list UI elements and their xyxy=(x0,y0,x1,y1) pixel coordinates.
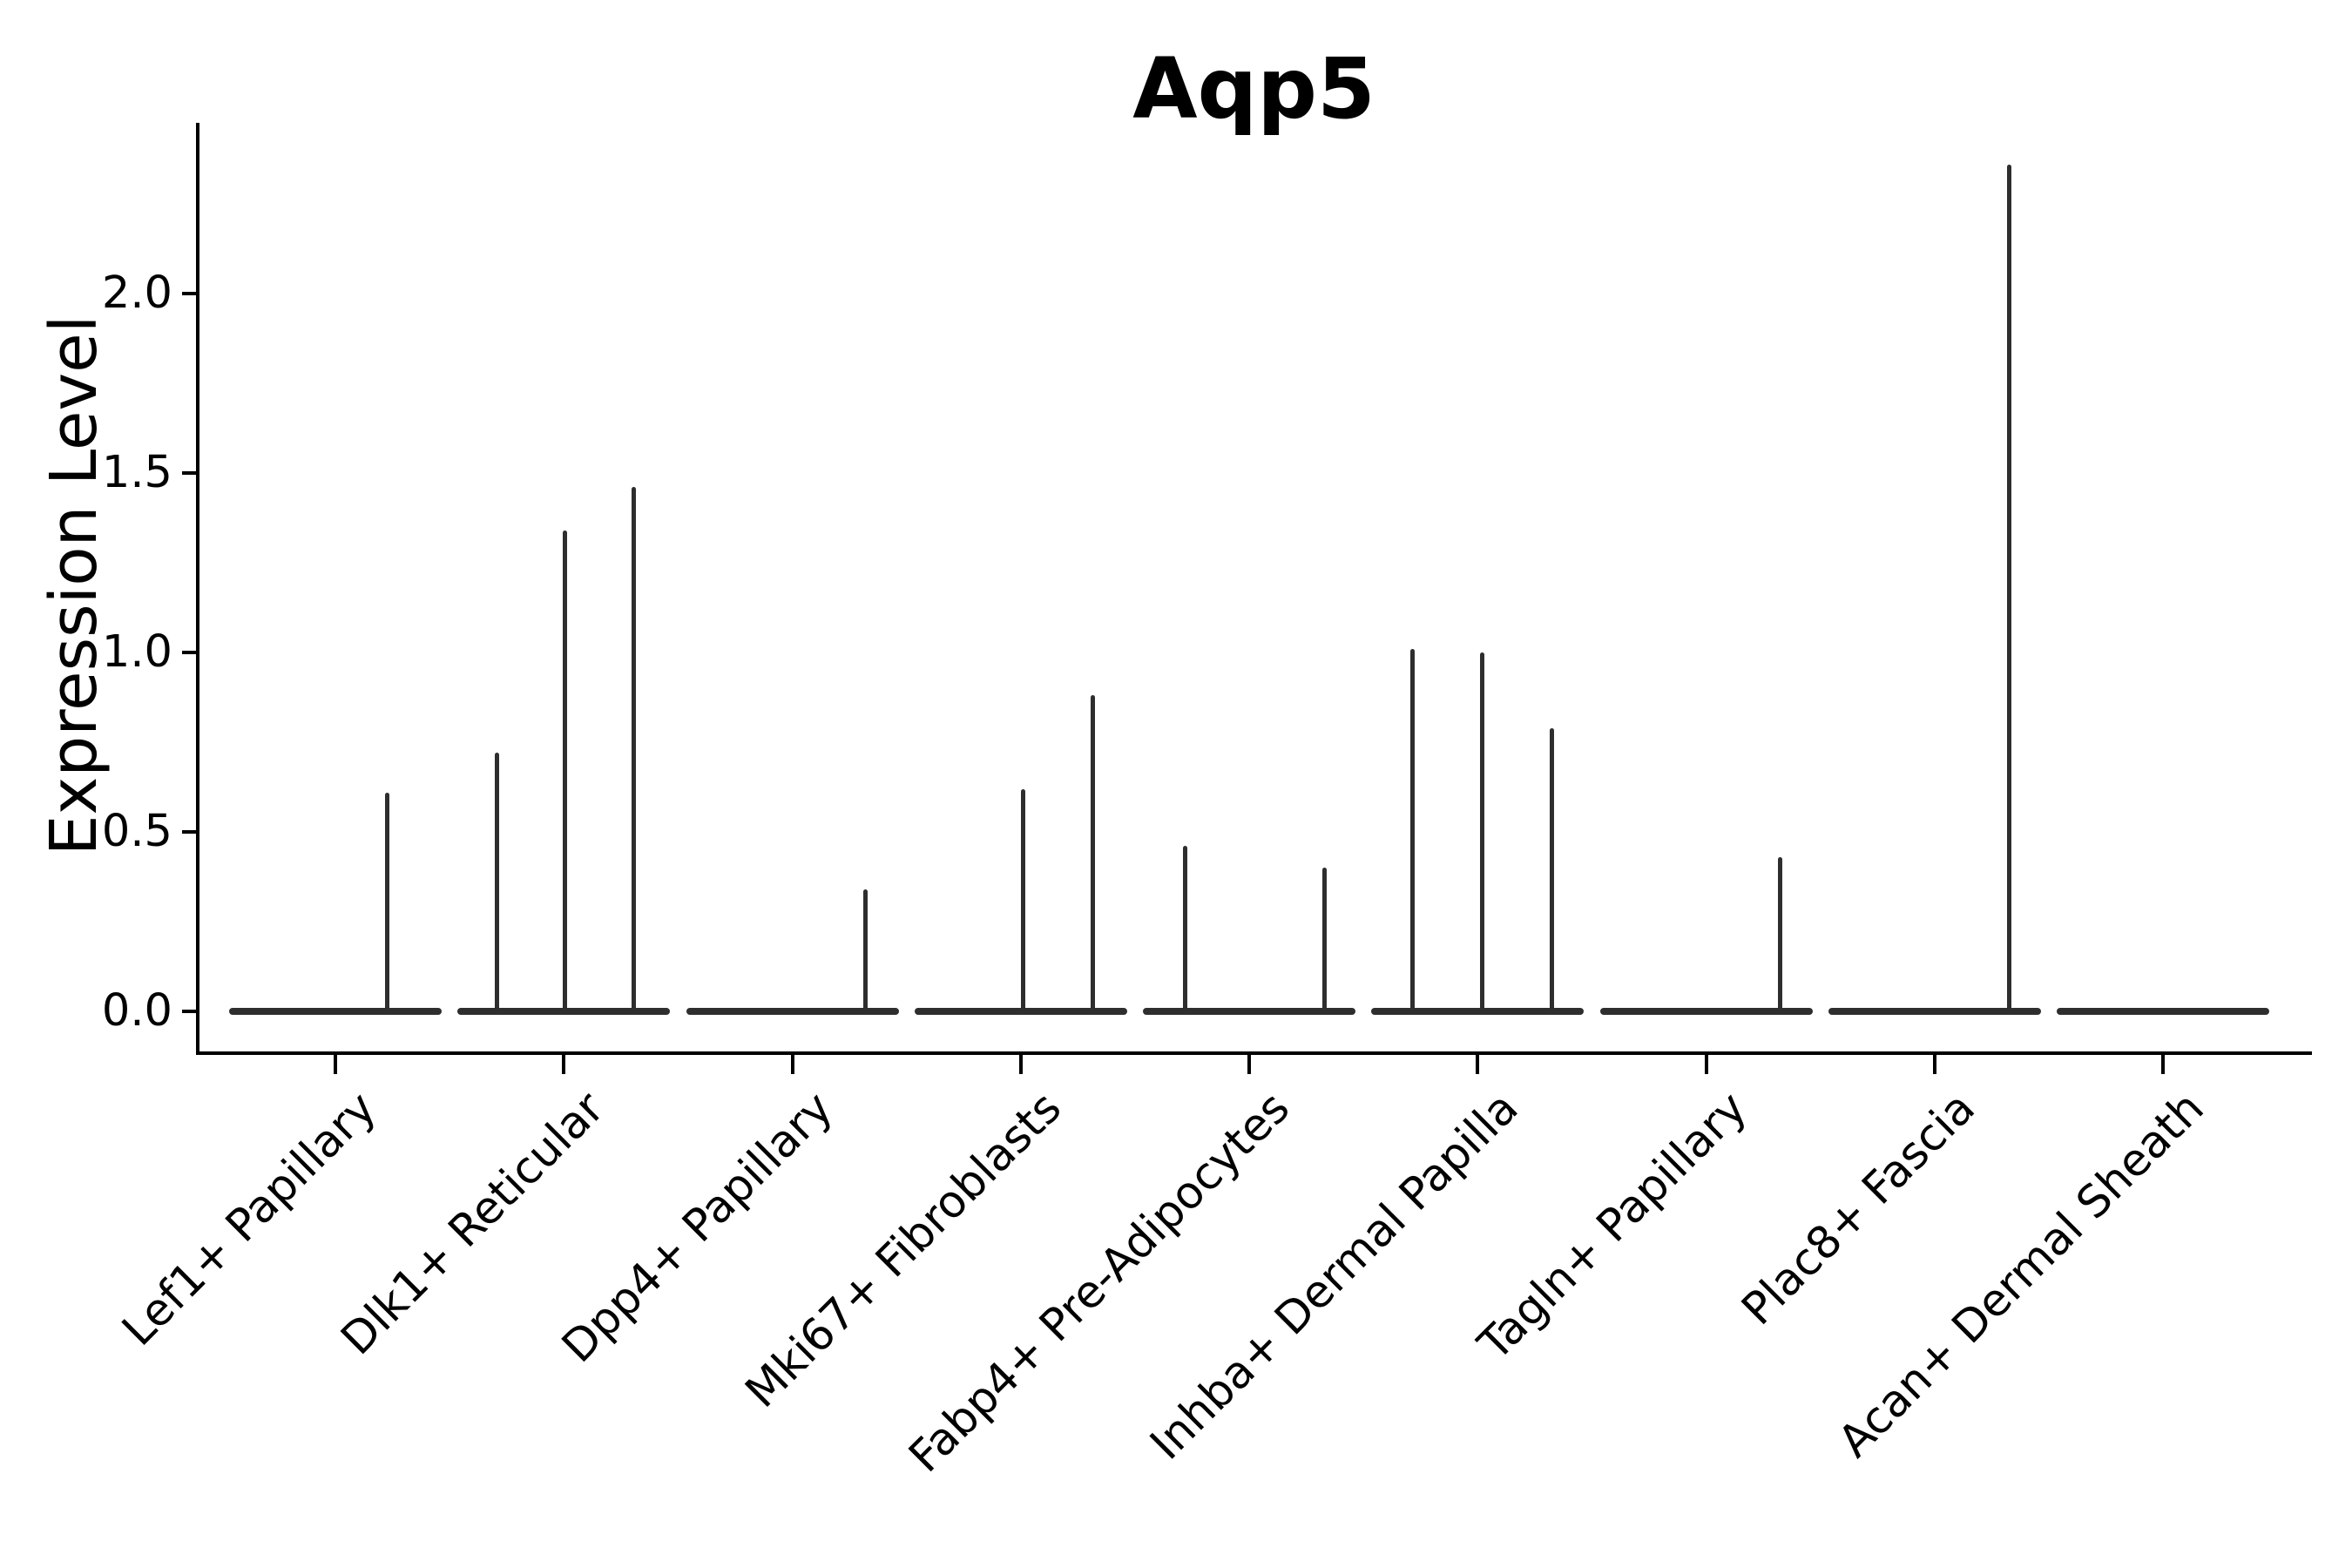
violin-spike xyxy=(1550,727,1555,1013)
violin-body xyxy=(686,1008,899,1015)
x-tick-label: Plac8+ Fascia xyxy=(1732,1082,1986,1335)
y-tick xyxy=(182,1010,198,1013)
violin-spike xyxy=(1778,856,1783,1013)
y-tick-label: 2.0 xyxy=(101,267,172,319)
violin-spike xyxy=(863,889,868,1013)
x-tick-label: Inhba+ Dermal Papilla xyxy=(1140,1082,1529,1470)
x-axis-spine xyxy=(196,1051,2312,1055)
violin-spike xyxy=(1183,846,1188,1013)
violin-body xyxy=(2057,1008,2269,1015)
violin-spike xyxy=(1479,652,1484,1013)
violin-spike xyxy=(1410,648,1416,1013)
y-tick-label: 1.0 xyxy=(101,626,172,678)
x-tick xyxy=(562,1055,566,1074)
violin-spike xyxy=(1020,788,1025,1013)
violin-spike xyxy=(562,530,567,1013)
y-tick xyxy=(182,292,198,295)
x-tick-label: Acan+ Dermal Sheath xyxy=(1828,1082,2214,1468)
plot-title: Aqp5 xyxy=(1132,40,1375,138)
y-tick-label: 0.0 xyxy=(101,985,172,1037)
x-tick xyxy=(1476,1055,1480,1074)
x-tick xyxy=(2161,1055,2165,1074)
x-tick xyxy=(1247,1055,1251,1074)
x-tick xyxy=(1704,1055,1708,1074)
violin-body xyxy=(1143,1008,1355,1015)
violin-spike xyxy=(632,487,637,1013)
x-tick-label: Fabp4+ Pre-Adipocytes xyxy=(899,1082,1301,1483)
violin-spike xyxy=(2006,164,2011,1013)
y-tick-label: 1.5 xyxy=(101,447,172,498)
violin-body xyxy=(1599,1008,1813,1015)
y-tick xyxy=(182,651,198,654)
x-tick xyxy=(790,1055,794,1074)
violin-body xyxy=(1371,1008,1585,1015)
y-axis-spine xyxy=(196,123,199,1055)
y-tick xyxy=(182,471,198,475)
violin-spike xyxy=(1091,695,1096,1013)
x-tick xyxy=(1932,1055,1936,1074)
violin-spike xyxy=(385,792,390,1013)
y-tick xyxy=(182,830,198,834)
x-tick xyxy=(1018,1055,1023,1074)
violin-spike xyxy=(1322,868,1328,1013)
violin-spike xyxy=(494,753,499,1013)
violin-body xyxy=(1828,1008,2041,1015)
violin-body xyxy=(229,1008,442,1015)
y-tick-label: 0.5 xyxy=(101,806,172,857)
x-tick xyxy=(334,1055,337,1074)
